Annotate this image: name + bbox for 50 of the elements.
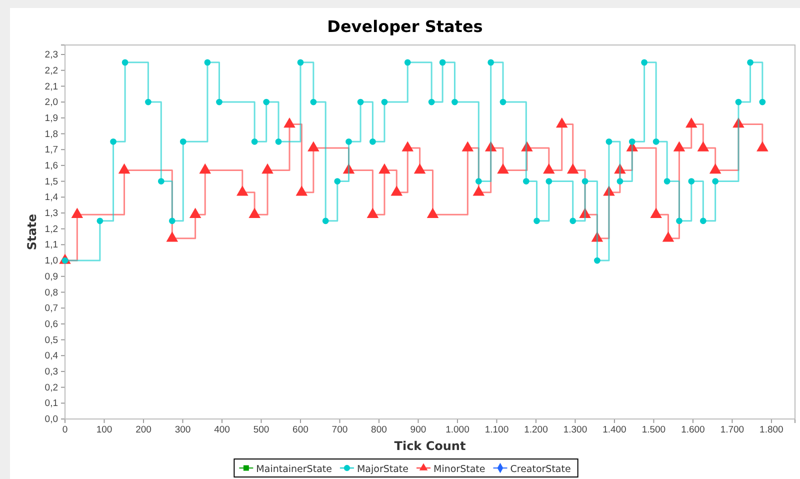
x-tick-label: 900 [410, 424, 426, 436]
x-tick-label: 1.700 [720, 424, 744, 436]
y-tick-label: 0,9 [44, 271, 58, 282]
y-tick-label: 1,8 [44, 128, 58, 140]
y-tick-label: 0,7 [44, 303, 58, 314]
y-tick-label: 1,2 [44, 224, 58, 235]
x-tick-label: 1.000 [446, 424, 470, 436]
x-tick-label: 1.600 [681, 424, 705, 436]
x-axis-title: Tick Count [394, 439, 466, 453]
x-tick-label: 200 [136, 424, 152, 436]
y-tick-label: 1,7 [44, 144, 58, 156]
y-tick-label: 2,0 [44, 97, 58, 108]
y-tick-label: 2,3 [44, 50, 58, 61]
y-tick-label: 0,3 [44, 366, 58, 378]
y-tick-label: 2,2 [44, 65, 58, 76]
y-tick-label: 0,8 [44, 287, 58, 298]
y-tick-label: 1,3 [44, 208, 58, 220]
x-tick-label: 1.300 [563, 424, 588, 436]
y-tick-label: 0,2 [44, 382, 58, 394]
x-tick-label: 400 [214, 424, 230, 436]
x-tick-label: 300 [174, 424, 191, 436]
chart-title: Developer States [327, 17, 483, 36]
y-tick-label: 0,5 [44, 334, 58, 346]
legend-label: CreatorState [510, 464, 571, 475]
x-tick-label: 600 [292, 424, 308, 436]
y-tick-label: 0,0 [44, 414, 58, 426]
legend-label: MinorState [434, 464, 486, 475]
x-tick-label: 800 [371, 424, 387, 436]
x-tick-label: 1.400 [602, 424, 626, 436]
y-tick-label: 1,4 [44, 192, 58, 204]
y-tick-label: 1,5 [44, 176, 58, 188]
y-tick-label: 1,1 [44, 240, 58, 251]
x-tick-label: 1.200 [524, 424, 548, 436]
x-tick-label: 700 [332, 424, 348, 436]
x-tick-label: 500 [253, 424, 270, 436]
y-axis-title: State [25, 214, 39, 250]
y-tick-label: 0,6 [44, 318, 58, 330]
x-tick-label: 1.800 [760, 424, 784, 436]
legend-label: MajorState [356, 464, 409, 475]
x-tick-label: 1.100 [484, 424, 509, 436]
y-tick-label: 0,4 [44, 350, 58, 362]
x-tick-label: 0 [62, 424, 68, 436]
legend-label: MaintainerState [256, 464, 332, 475]
y-tick-label: 1,9 [44, 112, 58, 124]
x-tick-label: 1.500 [642, 424, 666, 436]
y-tick-label: 1,6 [44, 160, 58, 172]
y-tick-label: 2,1 [44, 81, 58, 92]
x-tick-label: 100 [96, 424, 112, 436]
y-tick-label: 1,0 [44, 256, 58, 267]
y-tick-label: 0,1 [44, 398, 58, 410]
